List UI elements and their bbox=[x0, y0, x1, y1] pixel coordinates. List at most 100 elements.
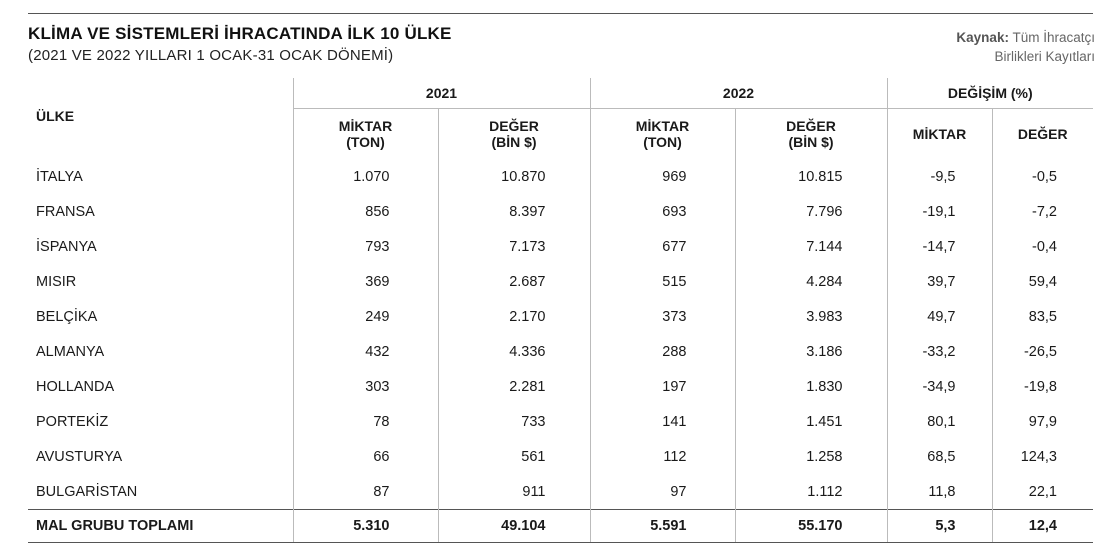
cell-2021-miktar: 1.070 bbox=[292, 159, 438, 194]
table-row: PORTEKİZ 78 733 141 1.451 80,1 97,9 bbox=[28, 404, 1093, 439]
cell-2021-miktar: 78 bbox=[292, 404, 438, 439]
cell-2022-deger: 1.830 bbox=[734, 369, 887, 404]
cell-country: PORTEKİZ bbox=[36, 413, 109, 430]
cell-country: BELÇİKA bbox=[36, 308, 98, 325]
cell-2022-miktar: 515 bbox=[589, 264, 735, 299]
total-cell-country: MAL GRUBU TOPLAMI bbox=[28, 509, 293, 543]
table-row: HOLLANDA 303 2.281 197 1.830 -34,9 -19,8 bbox=[28, 369, 1093, 404]
cell-country: HOLLANDA bbox=[36, 378, 115, 395]
cell-change-deger: -19,8 bbox=[991, 369, 1093, 404]
source-line1: Tüm İhracatçı bbox=[1012, 30, 1095, 45]
table-title: KLİMA VE SİSTEMLERİ İHRACATINDA İLK 10 Ü… bbox=[28, 24, 452, 43]
cell-change-miktar: 49,7 bbox=[886, 299, 992, 334]
cell-2022-deger: 1.258 bbox=[734, 439, 887, 474]
cell-country: BULGARİSTAN bbox=[36, 483, 138, 500]
cell-change-miktar: 80,1 bbox=[886, 404, 992, 439]
cell-2021-deger: 733 bbox=[437, 404, 590, 439]
cell-2022-deger: 7.144 bbox=[734, 229, 887, 264]
source-note: Kaynak: Tüm İhracatçı Birlikleri Kayıtla… bbox=[956, 28, 1095, 66]
cell-country: İTALYA bbox=[36, 168, 83, 185]
cell-country: ALMANYA bbox=[36, 343, 105, 360]
table-row: BULGARİSTAN 87 911 97 1.112 11,8 22,1 bbox=[28, 474, 1093, 510]
cell-2022-deger: 1.112 bbox=[734, 474, 887, 510]
table-row: ALMANYA 432 4.336 288 3.186 -33,2 -26,5 bbox=[28, 334, 1093, 369]
cell-change-deger: 22,1 bbox=[991, 474, 1093, 510]
cell-change-deger: 97,9 bbox=[991, 404, 1093, 439]
table-body: İTALYA 1.070 10.870 969 10.815 -9,5 -0,5 FRANSA… bbox=[28, 159, 1093, 543]
cell-change-deger: -7,2 bbox=[991, 194, 1093, 229]
cell-2021-miktar: 249 bbox=[292, 299, 438, 334]
source-line2: Birlikleri Kayıtları bbox=[994, 49, 1095, 64]
top-rule bbox=[28, 13, 1093, 14]
cell-2021-miktar: 369 bbox=[292, 264, 438, 299]
cell-change-deger: 59,4 bbox=[991, 264, 1093, 299]
header-change-deger: DEĞER bbox=[991, 108, 1093, 159]
cell-2022-miktar: 141 bbox=[589, 404, 735, 439]
cell-2022-deger: 10.815 bbox=[734, 159, 887, 194]
cell-2022-miktar: 693 bbox=[589, 194, 735, 229]
cell-2021-deger: 911 bbox=[437, 474, 590, 510]
cell-change-miktar: 68,5 bbox=[886, 439, 992, 474]
cell-2021-miktar: 432 bbox=[292, 334, 438, 369]
cell-change-miktar: 39,7 bbox=[886, 264, 992, 299]
total-cell-2021-deger: 49.104 bbox=[437, 509, 590, 543]
table-row: AVUSTURYA 66 561 112 1.258 68,5 124,3 bbox=[28, 439, 1093, 474]
cell-2022-miktar: 197 bbox=[589, 369, 735, 404]
cell-country: FRANSA bbox=[36, 203, 95, 220]
total-cell-change-miktar: 5,3 bbox=[886, 509, 992, 543]
table-subtitle: (2021 VE 2022 YILLARI 1 OCAK-31 OCAK DÖN… bbox=[28, 47, 394, 64]
header-change-miktar: MİKTAR bbox=[886, 108, 992, 159]
cell-2022-deger: 4.284 bbox=[734, 264, 887, 299]
cell-2021-miktar: 856 bbox=[292, 194, 438, 229]
total-cell-2022-miktar: 5.591 bbox=[589, 509, 735, 543]
cell-change-deger: -26,5 bbox=[991, 334, 1093, 369]
cell-2021-deger: 10.870 bbox=[437, 159, 590, 194]
cell-2021-miktar: 793 bbox=[292, 229, 438, 264]
header-year-2021: 2021 bbox=[292, 78, 590, 109]
total-cell-2022-deger: 55.170 bbox=[734, 509, 887, 543]
total-cell-2021-miktar: 5.310 bbox=[292, 509, 438, 543]
table-row: FRANSA 856 8.397 693 7.796 -19,1 -7,2 bbox=[28, 194, 1093, 229]
cell-2022-miktar: 288 bbox=[589, 334, 735, 369]
cell-change-deger: -0,5 bbox=[991, 159, 1093, 194]
export-table: ÜLKE 2021 2022 DEĞİŞİM (%) MİKTAR (TON) D… bbox=[28, 78, 1093, 543]
cell-2022-miktar: 97 bbox=[589, 474, 735, 510]
cell-country: İSPANYA bbox=[36, 238, 97, 255]
cell-2022-deger: 3.186 bbox=[734, 334, 887, 369]
cell-country: MISIR bbox=[36, 273, 77, 290]
table-row: İSPANYA 793 7.173 677 7.144 -14,7 -0,4 bbox=[28, 229, 1093, 264]
cell-change-miktar: -34,9 bbox=[886, 369, 992, 404]
cell-2022-miktar: 373 bbox=[589, 299, 735, 334]
cell-change-deger: 83,5 bbox=[991, 299, 1093, 334]
header-2021-miktar: MİKTAR (TON) bbox=[292, 108, 438, 159]
cell-2021-deger: 4.336 bbox=[437, 334, 590, 369]
cell-2021-deger: 7.173 bbox=[437, 229, 590, 264]
cell-change-deger: -0,4 bbox=[991, 229, 1093, 264]
table-row: MISIR 369 2.687 515 4.284 39,7 59,4 bbox=[28, 264, 1093, 299]
header-2021-deger: DEĞER (BİN $) bbox=[437, 108, 590, 159]
cell-2022-miktar: 677 bbox=[589, 229, 735, 264]
total-cell-change-deger: 12,4 bbox=[991, 509, 1093, 543]
cell-change-miktar: -19,1 bbox=[886, 194, 992, 229]
cell-2021-deger: 561 bbox=[437, 439, 590, 474]
cell-2021-miktar: 303 bbox=[292, 369, 438, 404]
cell-country: AVUSTURYA bbox=[36, 448, 123, 465]
header-change: DEĞİŞİM (%) bbox=[886, 78, 1093, 109]
cell-2021-miktar: 66 bbox=[292, 439, 438, 474]
cell-2022-miktar: 969 bbox=[589, 159, 735, 194]
cell-2021-deger: 8.397 bbox=[437, 194, 590, 229]
cell-2021-miktar: 87 bbox=[292, 474, 438, 510]
cell-2022-deger: 3.983 bbox=[734, 299, 887, 334]
table-row: BELÇİKA 249 2.170 373 3.983 49,7 83,5 bbox=[28, 299, 1093, 334]
cell-2022-miktar: 112 bbox=[589, 439, 735, 474]
cell-change-miktar: -9,5 bbox=[886, 159, 992, 194]
source-label: Kaynak: bbox=[956, 30, 1009, 45]
header-country: ÜLKE bbox=[36, 108, 75, 124]
cell-2022-deger: 7.796 bbox=[734, 194, 887, 229]
header-2022-deger: DEĞER (BİN $) bbox=[734, 108, 887, 159]
cell-2022-deger: 1.451 bbox=[734, 404, 887, 439]
cell-change-miktar: 11,8 bbox=[886, 474, 992, 510]
header-2022-miktar: MİKTAR (TON) bbox=[589, 108, 735, 159]
total-row: MAL GRUBU TOPLAMI 5.310 49.104 5.591 55.170 5… bbox=[28, 509, 1093, 543]
cell-2021-deger: 2.281 bbox=[437, 369, 590, 404]
